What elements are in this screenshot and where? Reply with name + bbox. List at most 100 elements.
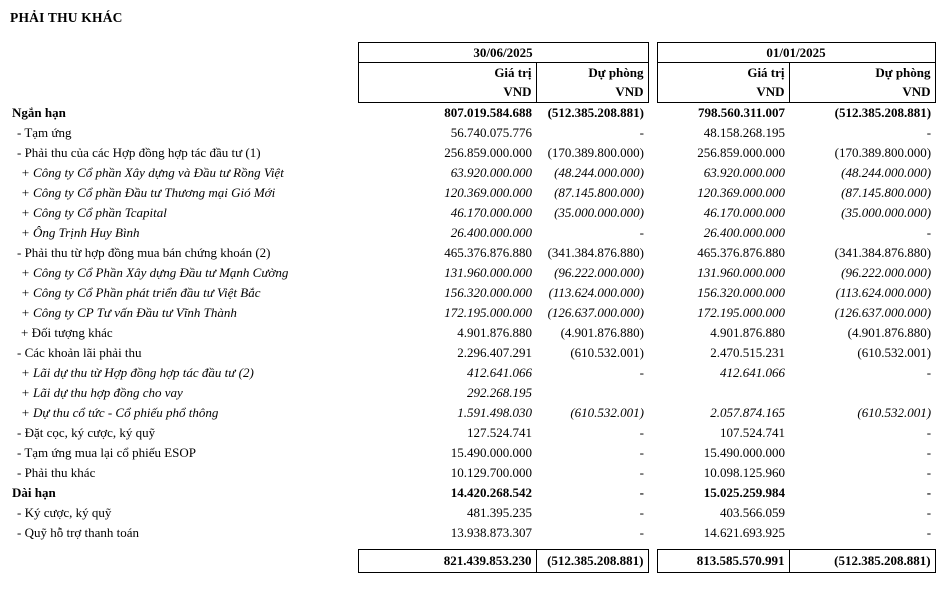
provision-cell: - bbox=[639, 504, 645, 520]
value-cell: 2.470.515.231 bbox=[710, 344, 786, 360]
total-provision-cell: (512.385.208.881) bbox=[536, 549, 649, 573]
value-cell: 14.621.693.925 bbox=[703, 524, 786, 540]
provision-cell: (170.389.800.000) bbox=[834, 144, 932, 160]
provision-cell: - bbox=[926, 464, 932, 480]
provision-cell: (4.901.876.880) bbox=[847, 324, 932, 340]
value-cell: 412.641.066 bbox=[467, 364, 532, 380]
provision-cell: - bbox=[639, 484, 645, 500]
provision-cell: - bbox=[926, 424, 932, 440]
provision-cell bbox=[789, 383, 935, 403]
value-cell bbox=[657, 383, 789, 403]
value-cell: 465.376.876.880 bbox=[444, 244, 532, 260]
row-label: - Phải thu từ hợp đồng mua bán chứng kho… bbox=[17, 244, 271, 260]
unit-label: VND bbox=[789, 82, 936, 103]
row-label: - Quỹ hỗ trợ thanh toán bbox=[17, 524, 140, 540]
value-cell: 46.170.000.000 bbox=[450, 204, 532, 220]
value-cell: 14.420.268.542 bbox=[450, 484, 532, 500]
provision-cell: - bbox=[926, 504, 932, 520]
row-label: - Tạm ứng bbox=[17, 124, 72, 140]
table-row: + Đối tượng khác 4.901.876.880 (4.901.87… bbox=[10, 323, 935, 343]
total-value-cell: 813.585.570.991 bbox=[656, 549, 790, 573]
provision-cell: (113.624.000.000) bbox=[835, 284, 932, 300]
total-provision-cell: (512.385.208.881) bbox=[789, 549, 936, 573]
value-cell: 807.019.584.688 bbox=[444, 104, 532, 120]
unit-label: VND bbox=[536, 82, 649, 103]
provision-cell: - bbox=[639, 464, 645, 480]
header-row-dates: 30/06/2025 01/01/2025 bbox=[10, 42, 936, 63]
provision-cell: (96.222.000.000) bbox=[554, 264, 645, 280]
value-cell: 120.369.000.000 bbox=[697, 184, 786, 200]
value-cell: 292.268.195 bbox=[467, 384, 532, 400]
value-cell: 63.920.000.000 bbox=[450, 164, 532, 180]
provision-cell bbox=[536, 383, 648, 403]
provision-cell: (341.384.876.880) bbox=[547, 244, 645, 260]
provision-cell: - bbox=[926, 524, 932, 540]
value-cell: 127.524.741 bbox=[467, 424, 532, 440]
value-cell: 131.960.000.000 bbox=[444, 264, 532, 280]
provision-cell: (126.637.000.000) bbox=[547, 304, 645, 320]
table-row: + Công ty Cổ Phần Xây dựng Đầu tư Mạnh C… bbox=[10, 263, 935, 283]
value-cell: 256.859.000.000 bbox=[444, 144, 532, 160]
value-cell: 15.025.259.984 bbox=[703, 484, 786, 500]
provision-cell: - bbox=[639, 524, 645, 540]
table-row: Dài hạn 14.420.268.542 - 15.025.259.984 … bbox=[10, 483, 935, 503]
page-title: PHẢI THU KHÁC bbox=[10, 10, 123, 25]
table-row: - Ký cược, ký quỹ 481.395.235 - 403.566.… bbox=[10, 503, 935, 523]
provision-cell: (35.000.000.000) bbox=[554, 204, 645, 220]
value-cell: 412.641.066 bbox=[720, 364, 786, 380]
value-cell: 4.901.876.880 bbox=[710, 324, 786, 340]
provision-cell: (610.532.001) bbox=[570, 344, 645, 360]
value-cell: 48.158.268.195 bbox=[703, 124, 786, 140]
table-row: + Công ty Cổ phần Đầu tư Thương mại Gió … bbox=[10, 183, 935, 203]
row-label: + Công ty Cổ Phần Xây dựng Đầu tư Mạnh C… bbox=[21, 264, 289, 280]
provision-cell: (113.624.000.000) bbox=[548, 284, 645, 300]
provision-cell: (4.901.876.880) bbox=[560, 324, 645, 340]
unit-label: VND bbox=[357, 82, 537, 103]
value-cell: 56.740.075.776 bbox=[450, 124, 532, 140]
table-row: - Quỹ hỗ trợ thanh toán 13.938.873.307 -… bbox=[10, 523, 935, 543]
provision-cell: - bbox=[926, 124, 932, 140]
provision-cell: - bbox=[639, 364, 645, 380]
value-cell: 26.400.000.000 bbox=[450, 224, 532, 240]
value-cell: 131.960.000.000 bbox=[697, 264, 786, 280]
column-header-value-2: Giá trị bbox=[656, 62, 790, 83]
row-label: + Công ty Cổ phần Đầu tư Thương mại Gió … bbox=[21, 184, 276, 200]
row-label: - Phải thu của các Hợp đồng hợp tác đầu … bbox=[17, 144, 261, 160]
value-cell: 481.395.235 bbox=[467, 504, 532, 520]
value-cell: 798.560.311.007 bbox=[697, 104, 786, 120]
table-row: - Đặt cọc, ký cược, ký quỹ 127.524.741 -… bbox=[10, 423, 935, 443]
total-value-cell: 821.439.853.230 bbox=[357, 549, 537, 573]
value-cell: 256.859.000.000 bbox=[697, 144, 786, 160]
value-cell: 1.591.498.030 bbox=[457, 404, 532, 420]
period-header-2: 01/01/2025 bbox=[656, 42, 936, 63]
provision-cell: - bbox=[926, 444, 932, 460]
receivables-table: 30/06/2025 01/01/2025 Giá trị Dự phòng G… bbox=[10, 42, 936, 573]
value-cell: 403.566.059 bbox=[720, 504, 786, 520]
value-cell: 465.376.876.880 bbox=[697, 244, 786, 260]
row-label: + Lãi dự thu hợp đồng cho vay bbox=[21, 384, 183, 400]
row-label: Dài hạn bbox=[12, 484, 56, 500]
value-cell: 10.129.700.000 bbox=[450, 464, 532, 480]
row-label: + Đối tượng khác bbox=[21, 324, 113, 340]
value-cell: 13.938.873.307 bbox=[450, 524, 532, 540]
table-row: + Lãi dự thu hợp đồng cho vay 292.268.19… bbox=[10, 383, 935, 403]
table-row: - Tạm ứng 56.740.075.776 - 48.158.268.19… bbox=[10, 123, 935, 143]
value-cell: 15.490.000.000 bbox=[450, 444, 532, 460]
table-row: + Công ty Cổ phần Tcapital 46.170.000.00… bbox=[10, 203, 935, 223]
table-row: - Phải thu từ hợp đồng mua bán chứng kho… bbox=[10, 243, 935, 263]
row-label: + Ông Trịnh Huy Bình bbox=[21, 224, 140, 240]
value-cell: 4.901.876.880 bbox=[457, 324, 532, 340]
table-row: + Ông Trịnh Huy Bình 26.400.000.000 - 26… bbox=[10, 223, 935, 243]
provision-cell: - bbox=[926, 224, 932, 240]
period-header-1: 30/06/2025 bbox=[357, 42, 649, 63]
table-row: - Tạm ứng mua lại cổ phiếu ESOP 15.490.0… bbox=[10, 443, 935, 463]
provision-cell: (87.145.800.000) bbox=[554, 184, 645, 200]
row-label: + Công ty Cổ phần Xây dựng và Đầu tư Rồn… bbox=[21, 164, 284, 180]
provision-cell: - bbox=[926, 364, 932, 380]
row-label: Ngắn hạn bbox=[12, 104, 66, 120]
value-cell: 120.369.000.000 bbox=[444, 184, 532, 200]
provision-cell: (87.145.800.000) bbox=[841, 184, 932, 200]
value-cell: 2.057.874.165 bbox=[710, 404, 786, 420]
provision-cell: (341.384.876.880) bbox=[834, 244, 932, 260]
value-cell: 172.195.000.000 bbox=[697, 304, 786, 320]
